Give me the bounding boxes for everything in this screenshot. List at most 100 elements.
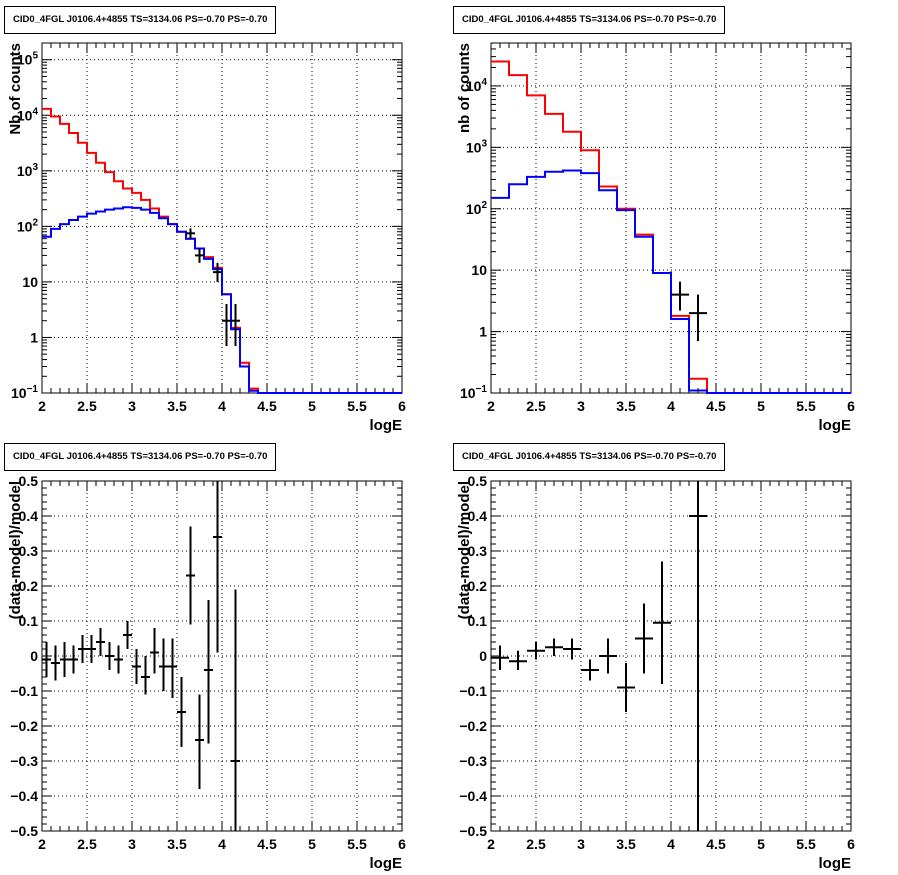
y-tick-label: 0 <box>30 648 38 664</box>
plot-frame <box>490 42 852 394</box>
data-point <box>545 638 563 656</box>
plot-frame <box>41 480 403 832</box>
x-tick-label: 5 <box>308 398 316 414</box>
y-tick-label: 0.2 <box>19 578 39 594</box>
data-point <box>204 600 213 744</box>
x-tick-label: 2.5 <box>526 836 546 852</box>
data-point <box>123 621 132 649</box>
y-tick-label: 1 <box>479 324 487 340</box>
data-point <box>60 642 69 677</box>
y-axis-title: (data-model)/model <box>456 481 473 619</box>
y-tick-label: −0.1 <box>459 683 487 699</box>
residuals-plot: 2 2.5 3 3.5 4 4.5 5 5.5 6 −0.5 −0.4 −0.3 −0.2 −0.1 0 0.… <box>456 473 855 872</box>
y-tick-label: 1 <box>30 329 38 345</box>
x-tick-label: 6 <box>847 398 855 414</box>
data-point <box>527 642 545 660</box>
y-tick-label: 10 <box>22 274 38 290</box>
data-point <box>141 656 150 695</box>
data-point <box>114 645 123 674</box>
x-tick-label: 3.5 <box>167 398 187 414</box>
y-tick-label: 10−1 <box>11 384 38 401</box>
y-tick-label: 0.3 <box>19 543 39 559</box>
data-point <box>78 635 87 663</box>
y-tick-label: −0.2 <box>10 718 38 734</box>
data-point <box>689 294 707 342</box>
data-point <box>509 650 527 670</box>
data-point <box>653 561 671 684</box>
x-tick-label: 2 <box>38 398 46 414</box>
x-tick-label: 4.5 <box>257 398 277 414</box>
y-tick-label: 10 <box>471 262 487 278</box>
counts-panel-top-right: CID0_4FGL J0106.4+4855 TS=3134.06 PS=-0.… <box>449 0 898 437</box>
x-tick-label: 5 <box>757 836 765 852</box>
x-tick-label: 2.5 <box>526 398 546 414</box>
y-tick-label: 102 <box>466 200 488 217</box>
data-point <box>51 645 60 681</box>
counts-histogram-plot: 2 2.5 3 3.5 4 4.5 5 5.5 6 10−1 1 10 102 103 104 logE nb … <box>456 42 855 434</box>
x-tick-label: 4 <box>218 398 226 414</box>
x-tick-label: 2 <box>487 836 495 852</box>
x-tick-label: 3.5 <box>616 398 636 414</box>
data-point <box>635 603 653 674</box>
histogram-series <box>491 169 851 394</box>
data-point <box>168 638 177 698</box>
y-tick-label: 0 <box>479 648 487 664</box>
plot-title: CID0_4FGL J0106.4+4855 TS=3134.06 PS=-0.… <box>4 443 277 471</box>
x-tick-label: 5.5 <box>347 398 367 414</box>
x-tick-label: 5 <box>308 836 316 852</box>
y-tick-label: 0.4 <box>19 508 39 524</box>
data-point <box>42 642 51 677</box>
data-point <box>195 248 204 263</box>
plot-frame <box>490 480 852 832</box>
x-tick-label: 2.5 <box>77 836 97 852</box>
y-tick-label: 104 <box>17 106 39 123</box>
x-tick-label: 3.5 <box>167 836 187 852</box>
y-tick-label: −0.3 <box>10 753 38 769</box>
y-tick-label: 0.5 <box>468 473 488 489</box>
y-axis-title: nb of counts <box>456 43 473 133</box>
x-tick-label: 2 <box>38 836 46 852</box>
y-tick-label: 0.1 <box>19 613 39 629</box>
x-tick-label: 5.5 <box>796 398 816 414</box>
y-tick-label: −0.1 <box>10 683 38 699</box>
y-tick-label: −0.4 <box>10 788 38 804</box>
histogram-series <box>42 206 402 394</box>
x-tick-label: 5 <box>757 398 765 414</box>
data-point <box>96 628 105 656</box>
y-tick-label: 0.5 <box>19 473 39 489</box>
y-tick-label: −0.5 <box>459 823 487 839</box>
x-tick-label: 3.5 <box>616 836 636 852</box>
data-point <box>599 638 617 674</box>
plot-title: CID0_4FGL J0106.4+4855 TS=3134.06 PS=-0.… <box>453 6 726 34</box>
data-point <box>491 645 509 670</box>
residuals-plot: 2 2.5 3 3.5 4 4.5 5 5.5 6 −0.5 −0.4 −0.3 −0.2 −0.1 0 0.… <box>7 473 406 872</box>
x-tick-label: 4 <box>667 398 675 414</box>
x-tick-label: 6 <box>847 836 855 852</box>
y-tick-label: 103 <box>17 162 39 179</box>
y-tick-label: 0.1 <box>468 613 488 629</box>
data-point <box>231 589 240 831</box>
y-tick-label: 102 <box>17 217 39 234</box>
x-axis-title: logE <box>370 417 403 434</box>
data-point <box>617 663 635 712</box>
data-point <box>213 481 222 653</box>
x-tick-label: 4.5 <box>706 836 726 852</box>
x-tick-label: 5.5 <box>796 836 816 852</box>
data-point <box>213 262 222 282</box>
plot-title: CID0_4FGL J0106.4+4855 TS=3134.06 PS=-0.… <box>4 6 277 34</box>
data-point <box>563 638 581 660</box>
y-axis-title: (data-model)/model <box>7 481 24 619</box>
y-tick-label: 105 <box>17 51 39 68</box>
data-point <box>186 228 195 239</box>
data-point <box>69 645 78 674</box>
y-tick-label: −0.2 <box>459 718 487 734</box>
y-tick-label: −0.3 <box>459 753 487 769</box>
data-point <box>105 642 114 670</box>
x-tick-label: 4 <box>667 836 675 852</box>
residuals-panel-bottom-right: CID0_4FGL J0106.4+4855 TS=3134.06 PS=-0.… <box>449 437 898 875</box>
data-point <box>231 304 240 347</box>
x-tick-label: 3 <box>577 836 585 852</box>
x-tick-label: 3 <box>577 398 585 414</box>
plot-title: CID0_4FGL J0106.4+4855 TS=3134.06 PS=-0.… <box>453 443 726 471</box>
x-tick-label: 6 <box>398 398 406 414</box>
